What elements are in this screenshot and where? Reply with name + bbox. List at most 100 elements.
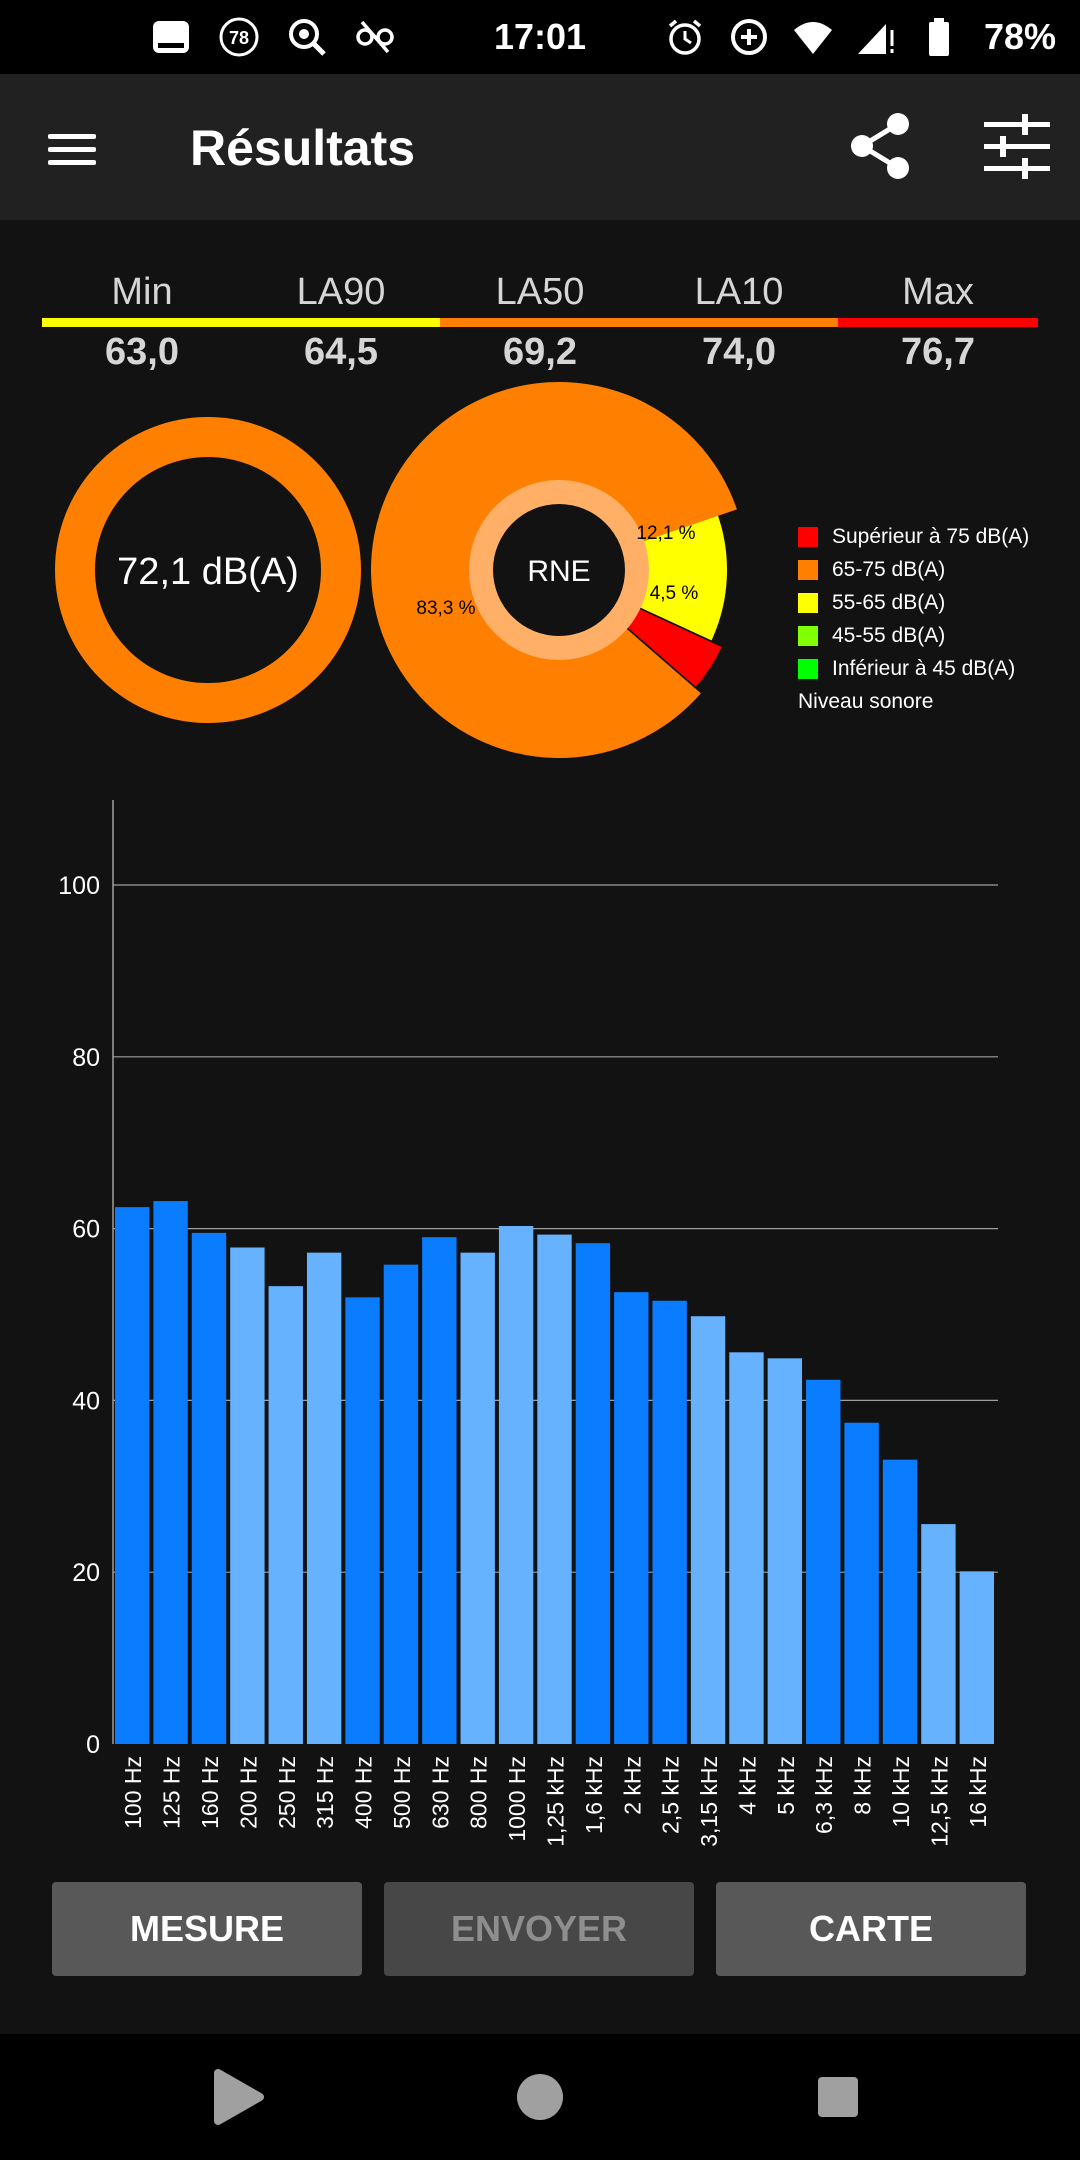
- x-tick-label: 100 Hz: [120, 1756, 146, 1829]
- legend-label: 55-65 dB(A): [832, 590, 946, 614]
- bar: [537, 1234, 572, 1744]
- tablet-icon: [153, 21, 189, 53]
- legend: Supérieur à 75 dB(A) 65-75 dB(A) 55-65 d…: [798, 520, 1029, 718]
- nav-icons: [214, 2069, 858, 2125]
- bar: [230, 1247, 265, 1744]
- pie-hole: [493, 504, 625, 636]
- legend-swatch: [798, 526, 818, 547]
- x-tick-label: 16 kHz: [965, 1756, 991, 1828]
- badge-number: 78: [229, 28, 249, 48]
- x-tick-label: 1000 Hz: [504, 1756, 530, 1842]
- settings-button[interactable]: [978, 106, 1058, 186]
- legend-item: 55-65 dB(A): [798, 586, 1029, 619]
- bar: [268, 1286, 303, 1744]
- bar: [844, 1422, 879, 1744]
- map-button[interactable]: CARTE: [716, 1882, 1026, 1976]
- bar-chart-svg: 0 20 40 60 80 100 100 Hz 125 Hz 160 Hz 200 Hz 250 …: [58, 800, 998, 1847]
- send-button[interactable]: ENVOYER: [384, 1882, 694, 1976]
- legend-label: 65-75 dB(A): [832, 557, 946, 581]
- stat-min: Min 63,0: [42, 268, 242, 376]
- x-tick-label: 2 kHz: [619, 1756, 645, 1815]
- signal-icon: [857, 24, 894, 54]
- home-icon[interactable]: [517, 2074, 563, 2120]
- stat-label: LA90: [296, 271, 386, 313]
- legend-caption: Niveau sonore: [798, 689, 934, 713]
- pie-label-orange: 83,3 %: [416, 598, 475, 619]
- stats-bar-red: [838, 318, 1038, 327]
- y-tick-label: 60: [72, 1216, 100, 1244]
- x-tick-label: 10 kHz: [888, 1756, 914, 1828]
- wifi-icon: [793, 22, 832, 54]
- stat-value: 76,7: [901, 331, 975, 373]
- battery-icon: [928, 18, 949, 56]
- stat-label: Max: [902, 271, 974, 313]
- measure-button[interactable]: MESURE: [52, 1882, 362, 1976]
- back-icon[interactable]: [214, 2069, 264, 2125]
- bar: [652, 1300, 687, 1744]
- stat-value: 74,0: [702, 331, 776, 373]
- x-tick-label: 3,15 kHz: [696, 1756, 722, 1847]
- bar: [153, 1201, 188, 1744]
- stats-bar-yellow: [42, 318, 440, 327]
- bar: [575, 1243, 611, 1744]
- stat-value: 63,0: [105, 331, 179, 373]
- bar: [115, 1207, 150, 1744]
- x-tick-label: 8 kHz: [850, 1756, 876, 1815]
- data-saver-icon: [730, 19, 767, 55]
- menu-button[interactable]: [36, 116, 108, 178]
- x-tick-label: 500 Hz: [389, 1756, 415, 1829]
- bar: [959, 1571, 994, 1744]
- bar: [460, 1252, 495, 1744]
- frequency-chart: 0 20 40 60 80 100 100 Hz 125 Hz 160 Hz 200 Hz 250 …: [0, 790, 1080, 1850]
- x-tick-label: 12,5 kHz: [926, 1756, 952, 1847]
- x-tick-label: 5 kHz: [773, 1756, 799, 1815]
- bar: [422, 1237, 457, 1744]
- y-tick-label: 20: [72, 1559, 100, 1587]
- link-off-icon: [356, 20, 394, 54]
- bar: [383, 1264, 419, 1744]
- legend-swatch: [798, 592, 818, 613]
- legend-swatch: [798, 658, 818, 679]
- x-tick-label: 400 Hz: [351, 1756, 377, 1829]
- x-tick-label: 6,3 kHz: [811, 1756, 837, 1834]
- legend-item: 65-75 dB(A): [798, 553, 1029, 586]
- legend-label: 45-55 dB(A): [832, 623, 946, 647]
- stat-label: LA10: [694, 271, 784, 313]
- legend-label: Inférieur à 45 dB(A): [832, 656, 1016, 680]
- y-tick-label: 40: [72, 1387, 100, 1415]
- tune-icon: [984, 114, 1050, 179]
- stat-la90: LA90 64,5: [241, 268, 441, 376]
- y-tick-label: 80: [72, 1044, 100, 1072]
- x-tick-label: 315 Hz: [312, 1756, 338, 1829]
- battery-percent: 78%: [983, 16, 1056, 57]
- alarm-icon: [668, 19, 702, 55]
- stat-value: 64,5: [304, 331, 378, 373]
- stat-la50: LA50 69,2: [440, 268, 640, 376]
- status-bar: 78 17:01: [0, 0, 1080, 74]
- stats-bar-orange: [440, 318, 838, 327]
- x-tick-label: 125 Hz: [159, 1756, 185, 1829]
- badge-78-icon: 78: [219, 17, 259, 57]
- share-icon: [851, 113, 909, 179]
- gauge-ring: [55, 417, 361, 723]
- bar: [306, 1252, 342, 1744]
- recents-icon[interactable]: [818, 2077, 858, 2117]
- stat-value: 69,2: [503, 331, 577, 373]
- stat-la10: LA10 74,0: [639, 268, 839, 376]
- share-button[interactable]: [840, 106, 920, 186]
- x-tick-label: 1,6 kHz: [581, 1756, 607, 1834]
- stat-label: LA50: [495, 271, 585, 313]
- legend-label: Supérieur à 75 dB(A): [832, 524, 1030, 548]
- status-right-icons: 78%: [664, 14, 1056, 60]
- page-title: Résultats: [190, 120, 416, 176]
- stat-max: Max 76,7: [838, 268, 1038, 376]
- x-tick-label: 200 Hz: [235, 1756, 261, 1829]
- pie-label-red: 4,5 %: [650, 583, 699, 604]
- legend-item: Inférieur à 45 dB(A): [798, 652, 1029, 685]
- gauge-label: 72,1 dB(A): [117, 551, 299, 593]
- navigation-bar: [0, 2034, 1080, 2160]
- bar: [882, 1459, 918, 1744]
- x-tick-label: 250 Hz: [274, 1756, 300, 1829]
- y-tick-label: 100: [58, 872, 100, 900]
- stats-row: Min 63,0 LA90 64,5 LA50 69,2 LA10 74,0 M…: [42, 268, 1038, 378]
